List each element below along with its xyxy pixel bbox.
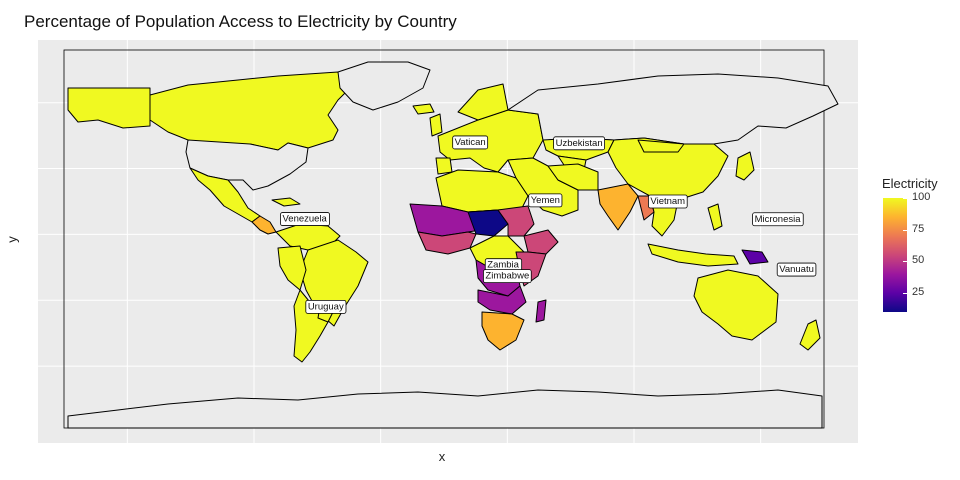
country-label: Micronesia	[752, 212, 804, 227]
country-greenland	[337, 61, 431, 111]
country-papua	[741, 249, 769, 265]
legend-tick-mark	[903, 261, 907, 263]
legend-tick-label: 75	[912, 222, 925, 235]
legend: Electricity 100 75 50 25	[880, 176, 960, 316]
country-label-text: Zambia	[487, 260, 519, 271]
country-india	[597, 183, 639, 231]
legend-title: Electricity	[882, 176, 938, 191]
country-russia	[507, 73, 839, 145]
country-west-africa	[417, 231, 477, 255]
country-central-america	[251, 215, 277, 235]
country-iceland	[412, 103, 435, 115]
y-axis-label: y	[4, 236, 20, 243]
legend-tick-mark	[903, 293, 907, 294]
country-label-text: Uruguay	[308, 301, 344, 312]
country-label: Yemen	[528, 193, 563, 208]
country-japan	[735, 151, 755, 181]
chart-title: Percentage of Population Access to Elect…	[24, 12, 457, 31]
country-label-box	[528, 193, 563, 208]
country-philippines	[707, 203, 723, 231]
country-mongolia	[637, 139, 685, 153]
country-label: Venezuela	[280, 212, 330, 226]
country-label: Uruguay	[305, 299, 347, 314]
country-label: Vatican	[452, 135, 489, 150]
country-peru	[277, 245, 307, 291]
legend-tick-label: 25	[912, 286, 925, 298]
world-map: Vatican Uzbekistan Yemen Vietnam Micronesia V…	[38, 40, 858, 443]
country-label-box	[483, 269, 532, 284]
country-label: Uzbekistan	[553, 136, 606, 151]
country-chad	[467, 209, 509, 237]
antarctica	[67, 389, 823, 429]
legend-tick-mark	[903, 198, 907, 199]
country-label-text: Venezuela	[282, 214, 327, 225]
country-label: Vanuatu	[776, 262, 817, 277]
country-iberia	[435, 157, 453, 175]
country-label-box	[752, 212, 804, 227]
country-label-box	[648, 194, 688, 209]
country-australia	[693, 269, 779, 341]
country-label-text: Uzbekistan	[556, 138, 603, 149]
country-alaska	[67, 87, 151, 129]
country-label: Zimbabwe	[483, 269, 532, 284]
country-label-box	[452, 135, 489, 150]
country-scandinavia	[457, 83, 509, 121]
country-new-zealand	[799, 319, 821, 351]
legend-tick-mark	[903, 229, 907, 231]
country-label-text: Micronesia	[755, 214, 802, 225]
country-label-text: Vietnam	[650, 196, 685, 207]
legend-tick-label: 100	[912, 191, 931, 203]
x-axis-label: x	[438, 449, 446, 464]
country-label-box	[776, 262, 817, 277]
country-label-box	[280, 212, 330, 226]
country-ethiopia	[523, 229, 559, 255]
country-label-text: Vanuatu	[779, 264, 814, 275]
country-canada	[149, 71, 359, 151]
country-uk	[429, 113, 443, 137]
country-madagascar	[535, 299, 547, 323]
country-indonesia	[647, 243, 739, 267]
country-label-text: Yemen	[531, 195, 560, 206]
map-panel: Vatican Uzbekistan Yemen Vietnam Micronesia V…	[38, 40, 858, 443]
legend-tick-label: 50	[912, 254, 925, 267]
country-labels: Vatican Uzbekistan Yemen Vietnam Micronesia V…	[280, 135, 817, 314]
country-zambia	[477, 285, 527, 315]
country-label-box	[305, 299, 347, 314]
country-cuba	[271, 197, 301, 207]
legend-colorbar	[883, 198, 907, 312]
country-label-text: Zimbabwe	[485, 271, 529, 282]
country-label: Vietnam	[648, 194, 688, 209]
country-label-text: Vatican	[455, 137, 486, 148]
land-layer	[67, 61, 839, 429]
country-north-africa	[435, 169, 529, 213]
country-southern-africa	[481, 311, 525, 351]
country-label-box	[553, 136, 606, 151]
